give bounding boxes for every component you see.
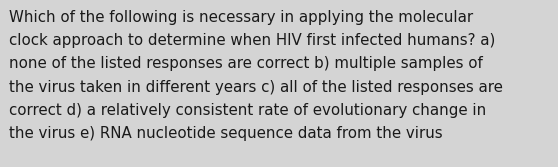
Text: none of the listed responses are correct b) multiple samples of: none of the listed responses are correct… — [9, 56, 483, 71]
Text: correct d) a relatively consistent rate of evolutionary change in: correct d) a relatively consistent rate … — [9, 103, 486, 118]
Text: the virus taken in different years c) all of the listed responses are: the virus taken in different years c) al… — [9, 80, 503, 95]
Text: Which of the following is necessary in applying the molecular: Which of the following is necessary in a… — [9, 10, 473, 25]
Text: clock approach to determine when HIV first infected humans? a): clock approach to determine when HIV fir… — [9, 33, 496, 48]
Text: the virus e) RNA nucleotide sequence data from the virus: the virus e) RNA nucleotide sequence dat… — [9, 126, 442, 141]
